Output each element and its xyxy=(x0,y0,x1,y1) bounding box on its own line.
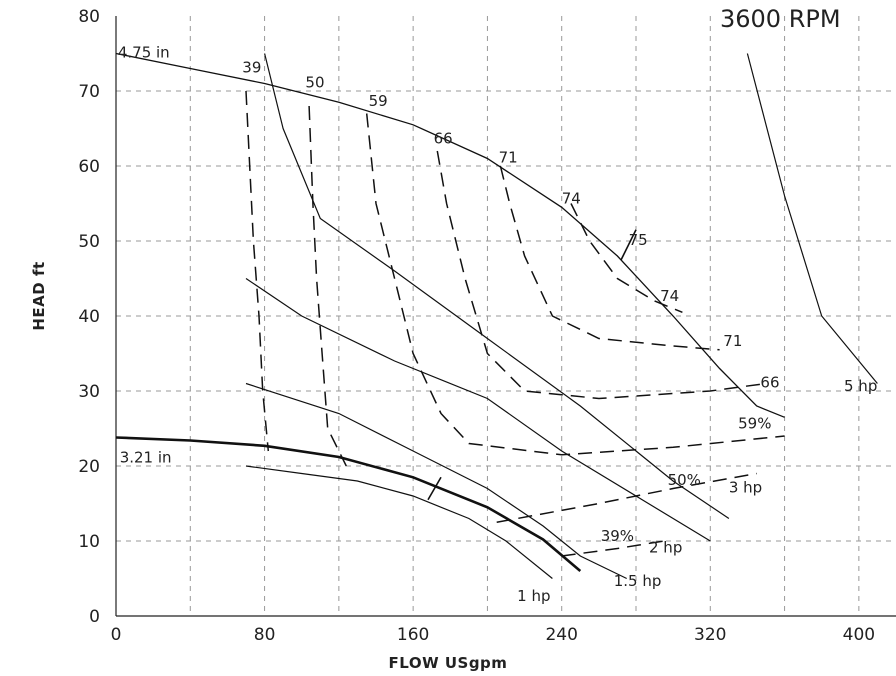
efficiency-curve xyxy=(365,113,785,456)
curve-label: 59 xyxy=(369,92,388,110)
x-tick-label: 240 xyxy=(545,625,577,645)
curve-label: 71 xyxy=(499,148,518,166)
curve-layer xyxy=(115,52,878,580)
curve-label: 74 xyxy=(660,287,679,305)
y-tick-label: 40 xyxy=(78,307,100,327)
y-tick-label: 70 xyxy=(78,82,100,102)
y-tick-label: 20 xyxy=(78,457,100,477)
curve-label: 4.75 in xyxy=(118,43,170,61)
curve-label: 75 xyxy=(629,231,648,249)
curve-label: 74 xyxy=(562,190,581,208)
x-tick-label: 160 xyxy=(397,625,429,645)
axes-layer: 0 80 160 240 320 400 0 10 20 30 40 50 60 70 80 xyxy=(78,7,896,645)
impeller-curve xyxy=(115,52,785,418)
power-curve xyxy=(264,53,730,519)
efficiency-curve xyxy=(436,150,767,400)
y-tick-label: 80 xyxy=(78,7,100,27)
y-tick-label: 10 xyxy=(78,532,100,552)
impeller-curve xyxy=(115,436,582,572)
curve-label: 71 xyxy=(723,332,742,350)
x-tick-label: 80 xyxy=(254,625,276,645)
chart-title: 3600 RPM xyxy=(720,5,841,33)
x-tick-label: 0 xyxy=(111,625,122,645)
y-tick-label: 30 xyxy=(78,382,100,402)
x-tick-label: 400 xyxy=(843,625,875,645)
y-tick-label: 0 xyxy=(89,607,100,627)
curve-label: 3 hp xyxy=(729,478,762,496)
power-curve xyxy=(245,278,711,542)
power-curve xyxy=(746,53,878,384)
label-layer: 4.75 in 3.21 in 39 50 59 66 71 74 75 74 71 66 59% 50%… xyxy=(118,43,877,605)
curve-label: 66 xyxy=(760,373,779,391)
curve-label: 39 xyxy=(242,58,261,76)
curve-label: 39% xyxy=(601,527,634,545)
curve-label: 2 hp xyxy=(649,538,682,556)
efficiency-curve xyxy=(496,472,757,524)
efficiency-curve xyxy=(308,105,347,467)
curve-label: 3.21 in xyxy=(120,448,172,466)
grid-layer xyxy=(116,16,896,616)
curve-label: 59% xyxy=(738,415,771,433)
bep-marker xyxy=(620,229,637,261)
curve-label: 5 hp xyxy=(844,377,877,395)
x-tick-label: 320 xyxy=(694,625,726,645)
curve-label: 66 xyxy=(434,130,453,148)
bep-marker xyxy=(427,476,442,501)
efficiency-curve xyxy=(245,90,270,452)
curve-label: 1.5 hp xyxy=(614,572,662,590)
curve-label: 50% xyxy=(668,471,701,489)
y-tick-label: 50 xyxy=(78,232,100,252)
curve-label: 50 xyxy=(305,73,324,91)
efficiency-curve xyxy=(570,203,683,313)
curve-label: 1 hp xyxy=(517,587,550,605)
power-curve xyxy=(245,382,627,580)
efficiency-curve xyxy=(499,165,720,351)
efficiency-curve xyxy=(561,540,665,557)
y-axis-label: HEAD ft xyxy=(30,261,48,330)
x-axis-label: FLOW USgpm xyxy=(389,654,508,672)
power-curve xyxy=(245,465,553,579)
y-tick-label: 60 xyxy=(78,157,100,177)
